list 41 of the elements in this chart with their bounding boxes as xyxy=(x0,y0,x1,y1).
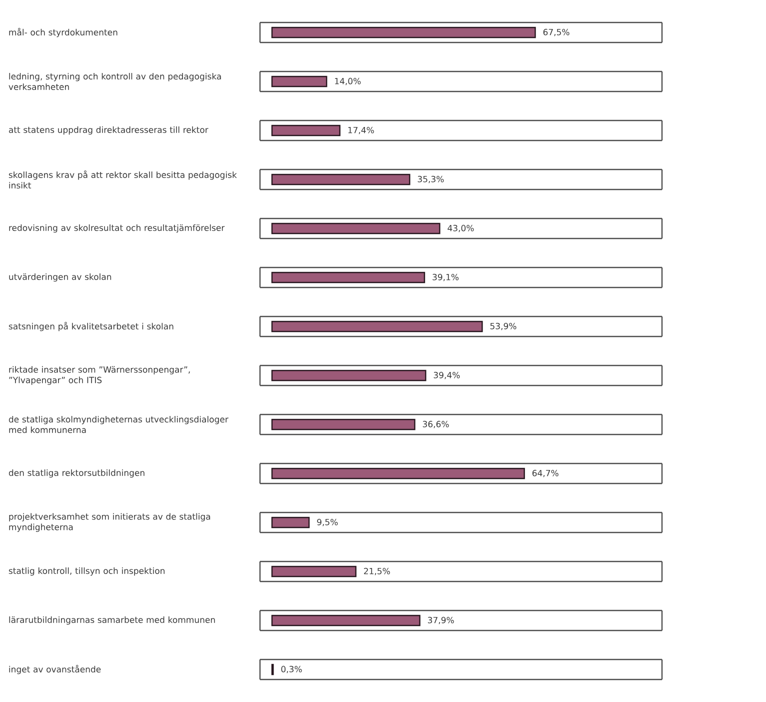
data-label: 35,3% xyxy=(418,176,444,184)
y-tick-label: den statliga rektorsutbildningen xyxy=(8,469,144,478)
y-tick-label: inget av ovanstående xyxy=(9,664,101,674)
y-tick-label: projektverksamhet som initierats av de statliga myndigheterna xyxy=(9,513,210,532)
data-label: 21,5% xyxy=(364,568,390,576)
bar xyxy=(271,614,420,626)
data-label: 0,3% xyxy=(281,666,302,674)
y-tick-label: mål- och styrdokumenten xyxy=(9,28,118,38)
data-label: 36,6% xyxy=(422,420,449,428)
bar xyxy=(271,76,328,88)
y-tick-label: riktade insatser som ”Wärnerssonpengar”, ”Ylvapengar” och ITIS xyxy=(9,366,190,385)
bar xyxy=(271,320,483,332)
data-label: 53,9% xyxy=(490,322,516,330)
y-tick-label: skollagens krav på att rektor skall besitta pedagogisk insikt xyxy=(8,170,237,189)
data-label: 37,9% xyxy=(428,616,454,624)
data-label: 64,7% xyxy=(532,470,558,478)
y-tick-label: lärarutbildningarnas samarbete med kommunen xyxy=(9,616,215,625)
y-tick-label: ledning, styrning och kontroll av den pedagogiska verksamheten xyxy=(8,72,221,90)
bar xyxy=(271,566,356,578)
data-label: 17,4% xyxy=(348,126,374,134)
y-tick-label: satsningen på kvalitetsarbetet i skolan xyxy=(8,322,174,332)
bar xyxy=(271,516,310,528)
data-label: 39,4% xyxy=(434,372,460,380)
data-label: 67,5% xyxy=(543,28,570,36)
bar xyxy=(271,418,416,430)
bar xyxy=(271,26,536,38)
y-tick-label: att statens uppdrag direktadresseras till rektor xyxy=(8,126,208,135)
data-label: 43,0% xyxy=(448,224,474,232)
y-tick-label: statlig kontroll, tillsyn och inspektion xyxy=(8,567,165,576)
data-label: 14,0% xyxy=(335,78,361,86)
bar xyxy=(271,124,340,136)
bar xyxy=(271,222,440,234)
y-tick-label: redovisning av skolresultat och resultatjämförelser xyxy=(9,224,225,233)
bar xyxy=(271,174,410,186)
bar xyxy=(271,468,525,480)
data-label: 39,1% xyxy=(432,274,459,282)
bar xyxy=(271,370,426,382)
data-label: 9,5% xyxy=(317,518,338,526)
bar xyxy=(271,272,426,284)
y-tick-label: de statliga skolmyndigheternas utvecklingsdialoger med kommunerna xyxy=(8,416,228,434)
y-tick-label: utvärderingen av skolan xyxy=(9,273,112,282)
